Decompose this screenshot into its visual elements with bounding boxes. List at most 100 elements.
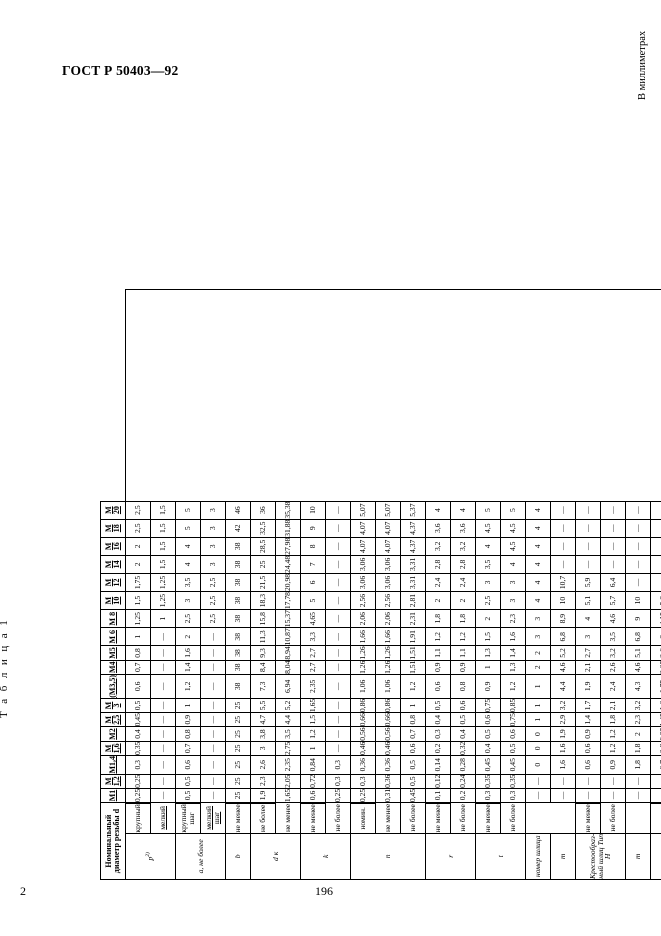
cell-15-14: 4 [500, 555, 526, 574]
cell-11-15: 4,37 [400, 537, 426, 556]
cell-2-5: 0,9 [175, 712, 201, 727]
row-sub-label: не более [450, 802, 476, 834]
cell-1-6: — [150, 698, 176, 713]
cell-21-5: 1,45 [650, 712, 661, 727]
cell-19-11: 4,6 [600, 609, 626, 628]
cell-20-10: 6,8 [625, 627, 651, 646]
cell-9-17: 5,07 [350, 501, 376, 520]
cell-13-15: 3,2 [450, 537, 476, 556]
cell-17-8: 4,6 [550, 660, 576, 675]
cell-10-12: 2,56 [375, 591, 401, 610]
cell-12-5: 0,4 [425, 712, 451, 727]
cell-10-13: 3,06 [375, 573, 401, 592]
units-note: В миллиметрах [637, 30, 648, 100]
cell-7-16: 9 [300, 519, 326, 538]
cell-18-14: — [575, 555, 601, 574]
column-header-2: M1,4 [100, 755, 126, 775]
cell-19-4: 1,2 [600, 726, 626, 742]
cell-17-13: 10,7 [550, 573, 576, 592]
cell-6-12: 17,78 [275, 591, 301, 610]
cell-4-16: 42 [225, 519, 251, 538]
cell-13-1: 0,24 [450, 774, 476, 789]
cell-12-14: 2,8 [425, 555, 451, 574]
cell-18-16: — [575, 519, 601, 538]
row-sub-label: не менее [650, 803, 661, 834]
cell-9-6: 0,86 [350, 698, 376, 713]
column-header-6: M 3 [100, 698, 126, 713]
row-sub-label [526, 804, 551, 833]
cell-14-17: 5 [475, 501, 501, 520]
cell-4-15: 38 [225, 537, 251, 556]
cell-17-0: — [550, 788, 576, 803]
cell-10-10: 1,66 [375, 627, 401, 646]
cell-5-11: 15,8 [250, 609, 276, 628]
cell-4-14: 38 [225, 555, 251, 574]
cell-7-7: 2,35 [300, 674, 326, 699]
cell-12-11: 1,8 [425, 609, 451, 628]
row-group-label: m [625, 833, 651, 880]
cell-14-11: 2 [475, 609, 501, 628]
cell-8-9: — [325, 645, 351, 661]
cell-12-16: 3,6 [425, 519, 451, 538]
cell-6-14: 24,48 [275, 555, 301, 574]
row-sub-label: не более [600, 802, 626, 834]
cell-6-10: 10,87 [275, 627, 301, 646]
cell-15-0: 0,3 [500, 788, 526, 803]
cell-11-13: 3,31 [400, 573, 426, 592]
cell-14-6: 0,75 [475, 698, 501, 713]
cell-8-4: — [325, 726, 351, 742]
cell-2-9: 1,6 [175, 645, 201, 661]
cell-11-8: 1,51 [400, 660, 426, 675]
cell-11-3: 0,6 [400, 741, 426, 756]
cell-4-11: 38 [225, 609, 251, 628]
cell-0-17: 2,5 [125, 501, 151, 520]
row-group-label: n [350, 833, 426, 880]
cell-21-16: — [650, 519, 661, 538]
cell-2-12: 3 [175, 591, 201, 610]
cell-18-1: — [575, 774, 601, 789]
cell-16-15: 4 [525, 537, 551, 556]
cell-11-7: 1,2 [400, 674, 426, 699]
cell-3-14: 3 [200, 555, 226, 574]
cell-5-8: 8,4 [250, 660, 276, 675]
cell-7-14: 7 [300, 555, 326, 574]
column-header-16: M 18 [100, 519, 126, 538]
cell-18-15: — [575, 537, 601, 556]
page-number-bottom: 196 [315, 884, 333, 898]
cell-1-10: — [150, 627, 176, 646]
cell-16-17: 4 [525, 501, 551, 520]
cell-19-7: 2,4 [600, 674, 626, 699]
cell-16-3: 0 [525, 741, 551, 756]
cell-0-9: 0,8 [125, 645, 151, 661]
cell-16-5: 1 [525, 712, 551, 727]
cell-17-4: 1,9 [550, 726, 576, 742]
cell-17-1: — [550, 774, 576, 789]
cell-1-9: — [150, 645, 176, 661]
row-group-label: номер шлица [525, 833, 551, 880]
cell-8-6: — [325, 698, 351, 713]
cell-17-6: 3,2 [550, 698, 576, 713]
cell-15-2: 0,45 [500, 755, 526, 775]
cell-7-10: 3,3 [300, 627, 326, 646]
cell-18-11: 4 [575, 609, 601, 628]
row-sub-label: не менее [375, 802, 401, 834]
cell-11-4: 0,7 [400, 726, 426, 742]
cell-5-7: 7,3 [250, 674, 276, 699]
cell-13-9: 1,1 [450, 645, 476, 661]
cell-1-0: — [150, 788, 176, 803]
cell-9-7: 1,06 [350, 674, 376, 699]
cell-5-0: 1,9 [250, 788, 276, 803]
row-group-label: d к [250, 833, 301, 880]
cell-4-17: 46 [225, 501, 251, 520]
cell-16-2: 0 [525, 755, 551, 775]
cell-2-7: 1,2 [175, 674, 201, 699]
cell-12-9: 1,1 [425, 645, 451, 661]
cell-20-12: 10 [625, 591, 651, 610]
cell-1-13: 1,25 [150, 573, 176, 592]
cell-11-14: 3,31 [400, 555, 426, 574]
cell-17-12: 10 [550, 591, 576, 610]
cell-4-4: 25 [225, 726, 251, 742]
cell-3-10: — [200, 627, 226, 646]
cell-20-17: — [625, 501, 651, 520]
cell-15-10: 1,6 [500, 627, 526, 646]
